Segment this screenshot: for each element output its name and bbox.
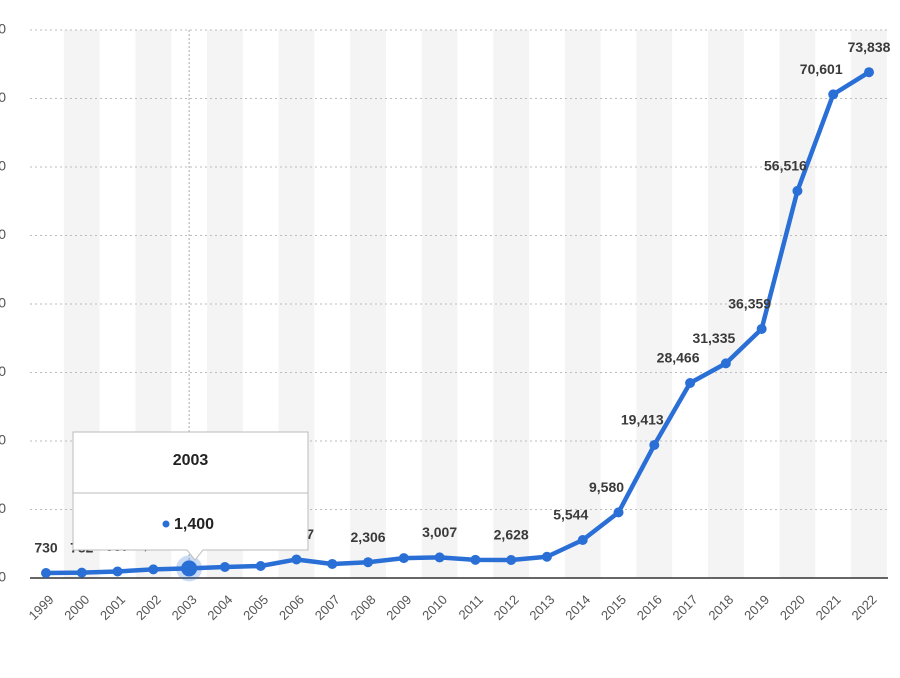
point — [720, 358, 731, 369]
x-tick-label: 2020 — [777, 592, 808, 623]
x-tick-label: 2015 — [598, 592, 629, 623]
data-label: 9,580 — [589, 479, 624, 495]
x-tick-label: 2021 — [813, 592, 844, 623]
tooltip-title: 2003 — [173, 452, 209, 469]
data-label: 70,601 — [800, 61, 843, 77]
y-tick-label: 80,000 — [0, 21, 6, 37]
data-label: 56,516 — [764, 158, 807, 174]
x-tick-label: 2008 — [348, 592, 379, 623]
point — [148, 564, 159, 575]
x-tick-label: 2005 — [240, 592, 271, 623]
x-tick-label: 2022 — [848, 592, 879, 623]
x-tick-label: 2003 — [169, 592, 200, 623]
point — [112, 566, 123, 577]
x-tick-label: 2009 — [383, 592, 414, 623]
data-label: 28,466 — [657, 350, 700, 366]
x-tick-label: 2019 — [741, 592, 772, 623]
tooltip-dot — [162, 520, 170, 528]
data-label: 36,359 — [728, 296, 771, 312]
data-label: 5,544 — [553, 507, 588, 523]
data-label: 73,838 — [848, 39, 891, 55]
x-tick-label: 2017 — [670, 592, 701, 623]
data-label: 2,306 — [351, 529, 386, 545]
y-tick-label: 20,000 — [0, 432, 6, 448]
y-tick-label: 10,000 — [0, 500, 6, 516]
tooltip-value: 1,400 — [174, 516, 214, 533]
y-tick-label: 0 — [0, 569, 6, 585]
x-tick-label: 1999 — [25, 592, 56, 623]
column-band — [779, 30, 816, 578]
point — [255, 561, 266, 572]
point — [219, 562, 230, 573]
x-tick-label: 2006 — [276, 592, 307, 623]
x-tick-label: 2014 — [562, 592, 593, 623]
y-tick-label: 30,000 — [0, 363, 6, 379]
x-tick-label: 2007 — [312, 592, 343, 623]
point — [291, 554, 302, 565]
point — [76, 567, 87, 578]
x-tick-label: 2011 — [456, 592, 486, 622]
point — [541, 551, 552, 562]
x-tick-label: 2013 — [526, 592, 557, 623]
x-tick-label: 2016 — [634, 592, 665, 623]
y-tick-label: 40,000 — [0, 295, 6, 311]
point — [398, 553, 409, 564]
data-label: 19,413 — [621, 412, 664, 428]
point — [181, 560, 198, 577]
point — [828, 89, 839, 100]
data-label: 2,628 — [494, 527, 529, 543]
point — [577, 535, 588, 546]
x-tick-label: 2002 — [133, 592, 164, 623]
point — [363, 557, 374, 568]
column-band — [421, 30, 458, 578]
data-label: 3,007 — [422, 524, 457, 540]
point — [41, 567, 51, 578]
x-tick-label: 2012 — [491, 592, 522, 623]
point — [649, 440, 660, 451]
point — [756, 323, 767, 334]
point — [434, 552, 445, 563]
point — [506, 554, 517, 565]
x-tick-label: 2000 — [61, 592, 92, 623]
x-tick-label: 2001 — [97, 592, 128, 623]
data-label: 31,335 — [692, 330, 735, 346]
x-tick-label: 2018 — [705, 592, 736, 623]
y-tick-label: 70,000 — [0, 89, 6, 105]
point — [792, 185, 803, 196]
y-tick-label: 50,000 — [0, 226, 6, 242]
data-label: 730 — [34, 540, 58, 556]
y-tick-label: 60,000 — [0, 158, 6, 174]
point — [685, 378, 696, 389]
tooltip-box — [72, 431, 309, 561]
x-tick-label: 2004 — [204, 592, 235, 623]
point — [864, 67, 874, 78]
point — [613, 507, 624, 518]
x-tick-label: 2010 — [419, 592, 450, 623]
tooltip: 2003 1,400 — [72, 431, 309, 561]
point — [327, 558, 338, 569]
point — [470, 554, 481, 565]
